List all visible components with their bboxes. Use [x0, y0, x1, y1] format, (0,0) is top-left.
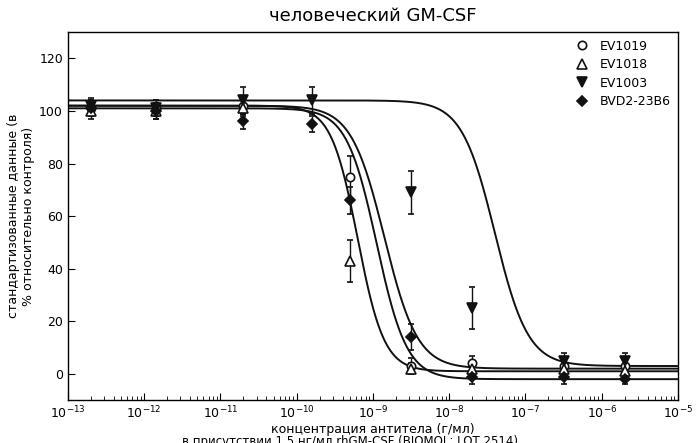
X-axis label: концентрация антитела (г/мл): концентрация антитела (г/мл)	[271, 423, 475, 436]
Text: в присутствии 1,5 нг/мл rhGM-CSF (BIOMOL; LOT 2514): в присутствии 1,5 нг/мл rhGM-CSF (BIOMOL…	[182, 435, 518, 443]
Title: человеческий GM-CSF: человеческий GM-CSF	[270, 7, 477, 25]
Y-axis label: стандартизованные данные (в
% относительно контроля): стандартизованные данные (в % относитель…	[7, 114, 35, 319]
Legend: EV1019, EV1018, EV1003, BVD2-23B6: EV1019, EV1018, EV1003, BVD2-23B6	[564, 35, 676, 113]
